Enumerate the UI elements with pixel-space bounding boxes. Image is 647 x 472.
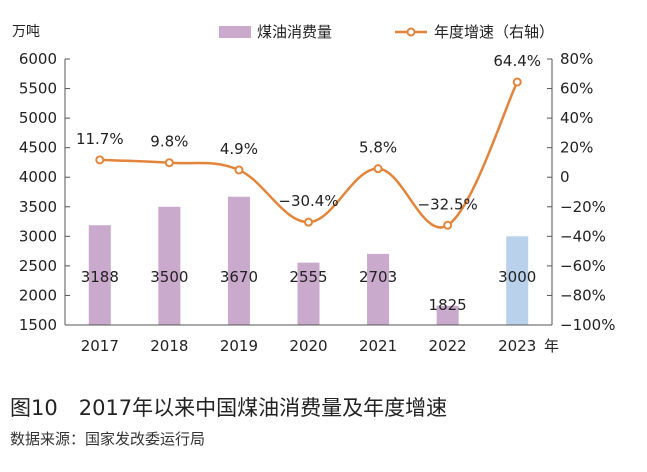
- right-tick-label: −60%: [560, 257, 606, 275]
- growth-value-label: 11.7%: [76, 130, 124, 148]
- growth-value-label: 4.9%: [220, 140, 258, 158]
- x-axis-ticks: 2017 2018 2019 2020 2021 2022 2023: [81, 337, 537, 355]
- left-axis-unit: 万吨: [12, 24, 40, 40]
- growth-value-label: −30.4%: [278, 192, 338, 210]
- bars: [88, 196, 529, 325]
- x-tick-label: 2023: [498, 337, 536, 355]
- left-tick-label: 2500: [19, 257, 57, 275]
- x-axis-unit: 年: [544, 337, 559, 355]
- left-tick-label: 5500: [19, 80, 57, 98]
- bar-2019: [227, 196, 250, 325]
- bar-value-label: 3670: [220, 268, 258, 286]
- right-tick-label: −80%: [560, 286, 606, 304]
- right-tick-label: 40%: [560, 109, 593, 127]
- left-tick-label: 3500: [19, 198, 57, 216]
- x-tick-label: 2018: [150, 337, 188, 355]
- bar-2020: [297, 262, 320, 325]
- legend-bar-swatch: [219, 26, 251, 38]
- bar-value-label: 2703: [359, 268, 397, 286]
- left-tick-label: 5000: [19, 109, 57, 127]
- left-tick-label: 3000: [19, 227, 57, 245]
- legend: 煤油消费量 年度增速（右轴）: [219, 23, 554, 41]
- growth-point-2021: [373, 164, 383, 174]
- right-tick-label: 60%: [560, 80, 593, 98]
- right-tick-label: 20%: [560, 139, 593, 157]
- growth-value-label: 9.8%: [150, 133, 188, 151]
- growth-point-2018: [164, 158, 174, 168]
- left-tick-label: 4500: [19, 139, 57, 157]
- x-tick-label: 2022: [429, 337, 467, 355]
- left-tick-label: 1500: [19, 316, 57, 334]
- figure-caption: 图10 2017年以来中国煤油消费量及年度增速: [10, 396, 448, 420]
- bar-2017: [88, 225, 111, 325]
- growth-line: [99, 81, 519, 229]
- bar-2023: [506, 236, 529, 325]
- right-tick-label: −40%: [560, 227, 606, 245]
- x-tick-label: 2020: [289, 337, 327, 355]
- growth-value-label: 5.8%: [359, 139, 397, 157]
- left-tick-label: 6000: [19, 50, 57, 68]
- combo-chart: 1500 2000 2500 3000 3500 4000 4500 5000 5500 6000…: [12, 23, 615, 355]
- right-tick-label: −20%: [560, 198, 606, 216]
- left-tick-label: 4000: [19, 168, 57, 186]
- right-tick-label: 80%: [560, 50, 593, 68]
- left-tick-label: 2000: [19, 286, 57, 304]
- growth-point-2019: [234, 165, 244, 175]
- bar-2021: [367, 253, 390, 325]
- x-tick-label: 2019: [220, 337, 258, 355]
- bar-value-label: 3188: [81, 268, 119, 286]
- bar-2018: [158, 206, 181, 325]
- legend-line-label: 年度增速（右轴）: [434, 23, 554, 41]
- growth-line-layer: [95, 77, 522, 230]
- x-tick-label: 2017: [81, 337, 119, 355]
- growth-point-2023: [512, 77, 522, 87]
- growth-value-label: 64.4%: [493, 52, 541, 70]
- bar-value-label: 1825: [429, 296, 467, 314]
- x-tick-label: 2021: [359, 337, 397, 355]
- right-tick-label: 0: [560, 168, 570, 186]
- bar-value-label: 2555: [289, 268, 327, 286]
- legend-line-marker: [406, 27, 416, 37]
- bar-value-label: 3500: [150, 268, 188, 286]
- bar-2022: [436, 305, 459, 325]
- right-axis-ticks: 80% 60% 40% 20% 0 −20% −40% −60% −80% −100%: [547, 50, 615, 334]
- data-source: 数据来源：国家发改委运行局: [10, 430, 206, 448]
- right-tick-label: −100%: [560, 316, 615, 334]
- growth-value-label: −32.5%: [418, 195, 478, 213]
- growth-point-2022: [443, 220, 453, 230]
- data-labels: 3188 3500 3670 2555 2703 1825 3000 11.7% 9.8% 4.9…: [76, 52, 541, 314]
- growth-point-2017: [95, 155, 105, 165]
- legend-bar-label: 煤油消费量: [257, 23, 332, 41]
- growth-point-2020: [304, 217, 313, 227]
- bar-value-label: 3000: [498, 268, 536, 286]
- left-axis-ticks: 1500 2000 2500 3000 3500 4000 4500 5000 5500 6000: [19, 50, 70, 334]
